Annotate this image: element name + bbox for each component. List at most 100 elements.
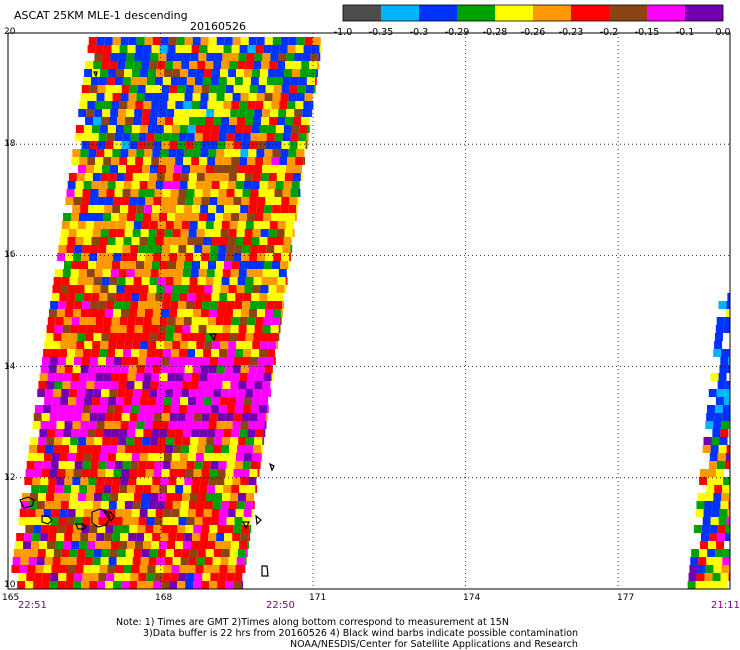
wind-cell [192,477,201,485]
wind-cell [258,133,267,141]
wind-cell [191,317,200,325]
wind-cell [101,117,110,125]
wind-cell [219,293,228,301]
wind-cell [288,93,297,101]
wind-cell [216,205,225,213]
wind-cell [97,581,106,589]
wind-cell [58,405,67,413]
wind-cell [207,157,216,165]
wind-cell [720,501,729,509]
wind-cell [57,253,66,261]
wind-cell [139,349,148,357]
wind-cell [200,205,209,213]
wind-cell [101,221,110,229]
wind-cell [716,461,725,469]
wind-cell [282,189,291,197]
wind-cell [96,365,105,373]
wind-cell [720,357,729,365]
wind-cell [106,573,115,581]
wind-cell [195,565,204,573]
wind-cell [130,245,139,253]
wind-cell [81,141,90,149]
wind-cell [158,325,167,333]
wind-cell [193,469,202,477]
wind-cell [709,525,718,533]
wind-cell [87,261,96,269]
wind-cell [175,429,184,437]
wind-cell [226,189,235,197]
wind-cell [209,581,218,589]
wind-cell [280,149,289,157]
wind-cell [262,269,271,277]
wind-cell [108,341,117,349]
wind-cell [82,461,91,469]
wind-cell [130,133,139,141]
wind-cell [63,541,72,549]
wind-cell [198,381,207,389]
wind-cell [235,125,244,133]
wind-cell [258,405,267,413]
wind-cell [77,549,86,557]
wind-cell [126,325,135,333]
wind-cell [130,573,139,581]
wind-cell [88,421,97,429]
wind-cell [304,93,313,101]
wind-cell [284,69,293,77]
wind-cell [244,557,247,565]
wind-cell [104,477,113,485]
wind-cell [161,357,170,365]
wind-cell [173,61,182,69]
wind-cell [107,565,116,573]
wind-cell [268,285,277,293]
wind-cell [244,69,253,77]
wind-cell [49,469,58,477]
wind-cell [138,517,147,525]
wind-cell [173,389,182,397]
wind-cell [27,565,36,573]
wind-cell [139,125,148,133]
wind-cell [213,333,222,341]
wind-cell [98,133,107,141]
wind-cell [153,141,162,149]
wind-cell [230,109,239,117]
wind-cell [314,77,317,85]
wind-cell [165,221,174,229]
wind-cell [266,301,275,309]
wind-cell [96,421,105,429]
wind-cell [80,365,89,373]
wind-cell [716,389,725,397]
wind-cell [54,381,63,389]
wind-cell [84,69,93,77]
wind-cell [147,565,156,573]
wind-cell [197,221,206,229]
wind-cell [183,541,192,549]
wind-cell [81,85,90,93]
wind-cell [311,45,320,53]
wind-cell [40,533,49,541]
wind-cell [115,237,124,245]
wind-cell [237,117,246,125]
wind-cell [88,37,97,45]
wind-cell [202,189,211,197]
wind-cell [108,173,117,181]
note-line-1: Note: 1) Times are GMT 2)Times along bot… [116,617,509,628]
wind-cell [108,229,117,237]
wind-cell [137,581,146,589]
wind-cell [290,189,299,197]
wind-cell [259,453,262,461]
wind-cell [37,549,46,557]
wind-cell [249,253,258,261]
wind-cell [167,541,176,549]
wind-cell [218,301,227,309]
wind-cell [248,365,257,373]
wind-cell [175,261,184,269]
wind-cell [143,213,152,221]
wind-cell [103,373,112,381]
wind-cell [87,157,96,165]
wind-cell [48,309,57,317]
wind-cell [186,517,195,525]
wind-cell [140,397,149,405]
wind-cell [172,397,181,405]
wind-cell [211,125,220,133]
wind-cell [215,261,224,269]
